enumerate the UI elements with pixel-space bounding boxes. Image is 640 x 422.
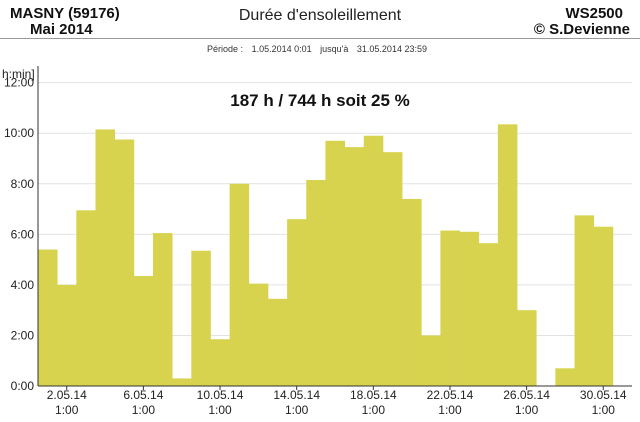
bar-15.05.14 (306, 179, 326, 386)
x-tick-time: 1:00 (55, 403, 79, 417)
period-line: Période : 1.05.2014 0:01 jusqu'à 31.05.2… (0, 44, 640, 54)
bar-30.05.14 (593, 226, 614, 386)
axes-layer (37, 66, 632, 390)
x-tick-time: 1:00 (592, 403, 616, 417)
bar-17.05.14 (344, 147, 365, 386)
bar-7.05.14 (152, 233, 173, 386)
y-tick-label: 2:00 (11, 328, 35, 342)
x-tick-time: 1:00 (285, 403, 309, 417)
bar-3.05.14 (76, 210, 96, 386)
bar-16.05.14 (325, 140, 345, 386)
period-label: Période : (207, 44, 244, 54)
y-tick-label: 8:00 (11, 177, 35, 191)
bar-25.05.14 (497, 124, 518, 386)
period-start: 1.05.2014 0:01 (251, 44, 312, 54)
x-tick-date: 14.05.14 (273, 388, 320, 402)
y-tick-label: 10:00 (4, 126, 34, 140)
bar-22.05.14 (440, 230, 460, 386)
bar-2.05.14 (57, 284, 77, 386)
x-tick-date: 26.05.14 (503, 388, 550, 402)
y-tick-label: 0:00 (11, 379, 35, 393)
bar-21.05.14 (421, 335, 441, 386)
bar-12.05.14 (248, 283, 269, 386)
x-tick-date: 18.05.14 (350, 388, 397, 402)
bar-11.05.14 (229, 183, 250, 386)
bar-6.05.14 (133, 276, 154, 386)
x-tick-time: 1:00 (132, 403, 156, 417)
x-tick-time: 1:00 (208, 403, 232, 417)
bar-26.05.14 (517, 310, 537, 386)
x-tick-date: 2.05.14 (47, 388, 87, 402)
bar-1.05.14 (38, 249, 58, 386)
x-tick-date: 22.05.14 (427, 388, 474, 402)
bar-10.05.14 (210, 339, 231, 386)
bar-5.05.14 (114, 139, 135, 386)
ticks-layer: 0:002:004:006:008:0010:0012:002.05.141:0… (4, 76, 627, 417)
header-divider (0, 38, 640, 39)
y-tick-label: 6:00 (11, 227, 35, 241)
period-mid: jusqu'à (320, 44, 349, 54)
bar-4.05.14 (95, 129, 116, 386)
y-tick-label: 12:00 (4, 76, 34, 90)
period-end: 31.05.2014 23:59 (356, 44, 427, 54)
bar-9.05.14 (191, 250, 211, 386)
x-tick-date: 30.05.14 (580, 388, 627, 402)
y-tick-label: 4:00 (11, 278, 35, 292)
y-axis-label: h:min] (2, 67, 35, 81)
station-name: MASNY (59176) (10, 5, 120, 22)
bar-14.05.14 (287, 219, 307, 386)
bar-19.05.14 (382, 152, 403, 386)
bar-23.05.14 (459, 231, 480, 386)
bar-29.05.14 (574, 215, 595, 386)
bars-layer (38, 124, 614, 386)
device-label: WS2500 (565, 5, 623, 22)
summary-text: 187 h / 744 h soit 25 % (230, 91, 410, 110)
chart-title: Durée d'ensoleillement (238, 7, 402, 24)
author-credit: © S.Devienne (533, 21, 630, 38)
x-tick-time: 1:00 (362, 403, 386, 417)
bar-20.05.14 (402, 198, 422, 386)
x-tick-time: 1:00 (515, 403, 539, 417)
month-label: Mai 2014 (30, 21, 93, 38)
bar-28.05.14 (555, 368, 575, 386)
bar-13.05.14 (267, 298, 288, 386)
bar-8.05.14 (172, 378, 192, 386)
bar-18.05.14 (363, 135, 384, 386)
x-tick-time: 1:00 (438, 403, 462, 417)
bar-24.05.14 (478, 243, 499, 386)
x-tick-date: 6.05.14 (123, 388, 163, 402)
x-tick-date: 10.05.14 (197, 388, 244, 402)
